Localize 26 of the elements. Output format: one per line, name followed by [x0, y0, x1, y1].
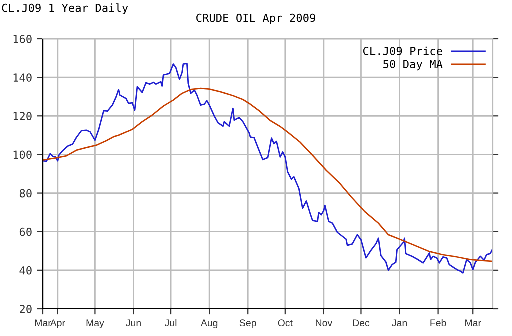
x-tick-label: May — [86, 320, 104, 328]
x-tick-label: Jul — [164, 319, 177, 327]
x-tick-label: Nov — [316, 320, 333, 327]
y-tick-label: 160 — [14, 35, 32, 44]
x-tick-label: Mar — [35, 320, 52, 327]
y-tick-label: 100 — [14, 150, 32, 160]
x-tick-label: Dec — [353, 320, 370, 327]
x-tick-label: Jun — [126, 320, 141, 327]
chart-title: CRUDE OIL Apr 2009 — [196, 14, 316, 24]
chart-subtitle: CL.J09 1 Year Daily — [2, 4, 128, 14]
x-tick-label: Oct — [278, 320, 293, 327]
x-tick-label: Aug — [200, 320, 218, 328]
y-tick-label: 60 — [20, 228, 32, 236]
x-tick-label: Feb — [430, 319, 446, 327]
legend-label: 50 Day MA — [384, 60, 443, 71]
x-tick-label: Sep — [240, 320, 256, 328]
x-tick-label: Apr — [50, 320, 66, 328]
y-tick-label: 80 — [20, 189, 32, 198]
y-tick-label: 20 — [20, 305, 32, 314]
y-tick-label: 120 — [14, 112, 32, 121]
legend-label: CL.J09 Price — [363, 46, 442, 56]
y-tick-label: 40 — [20, 266, 32, 275]
x-tick-label: Mar — [466, 320, 482, 327]
line-series — [43, 88, 493, 262]
y-tick-label: 140 — [14, 74, 32, 82]
x-tick-label: Jan — [392, 320, 407, 327]
